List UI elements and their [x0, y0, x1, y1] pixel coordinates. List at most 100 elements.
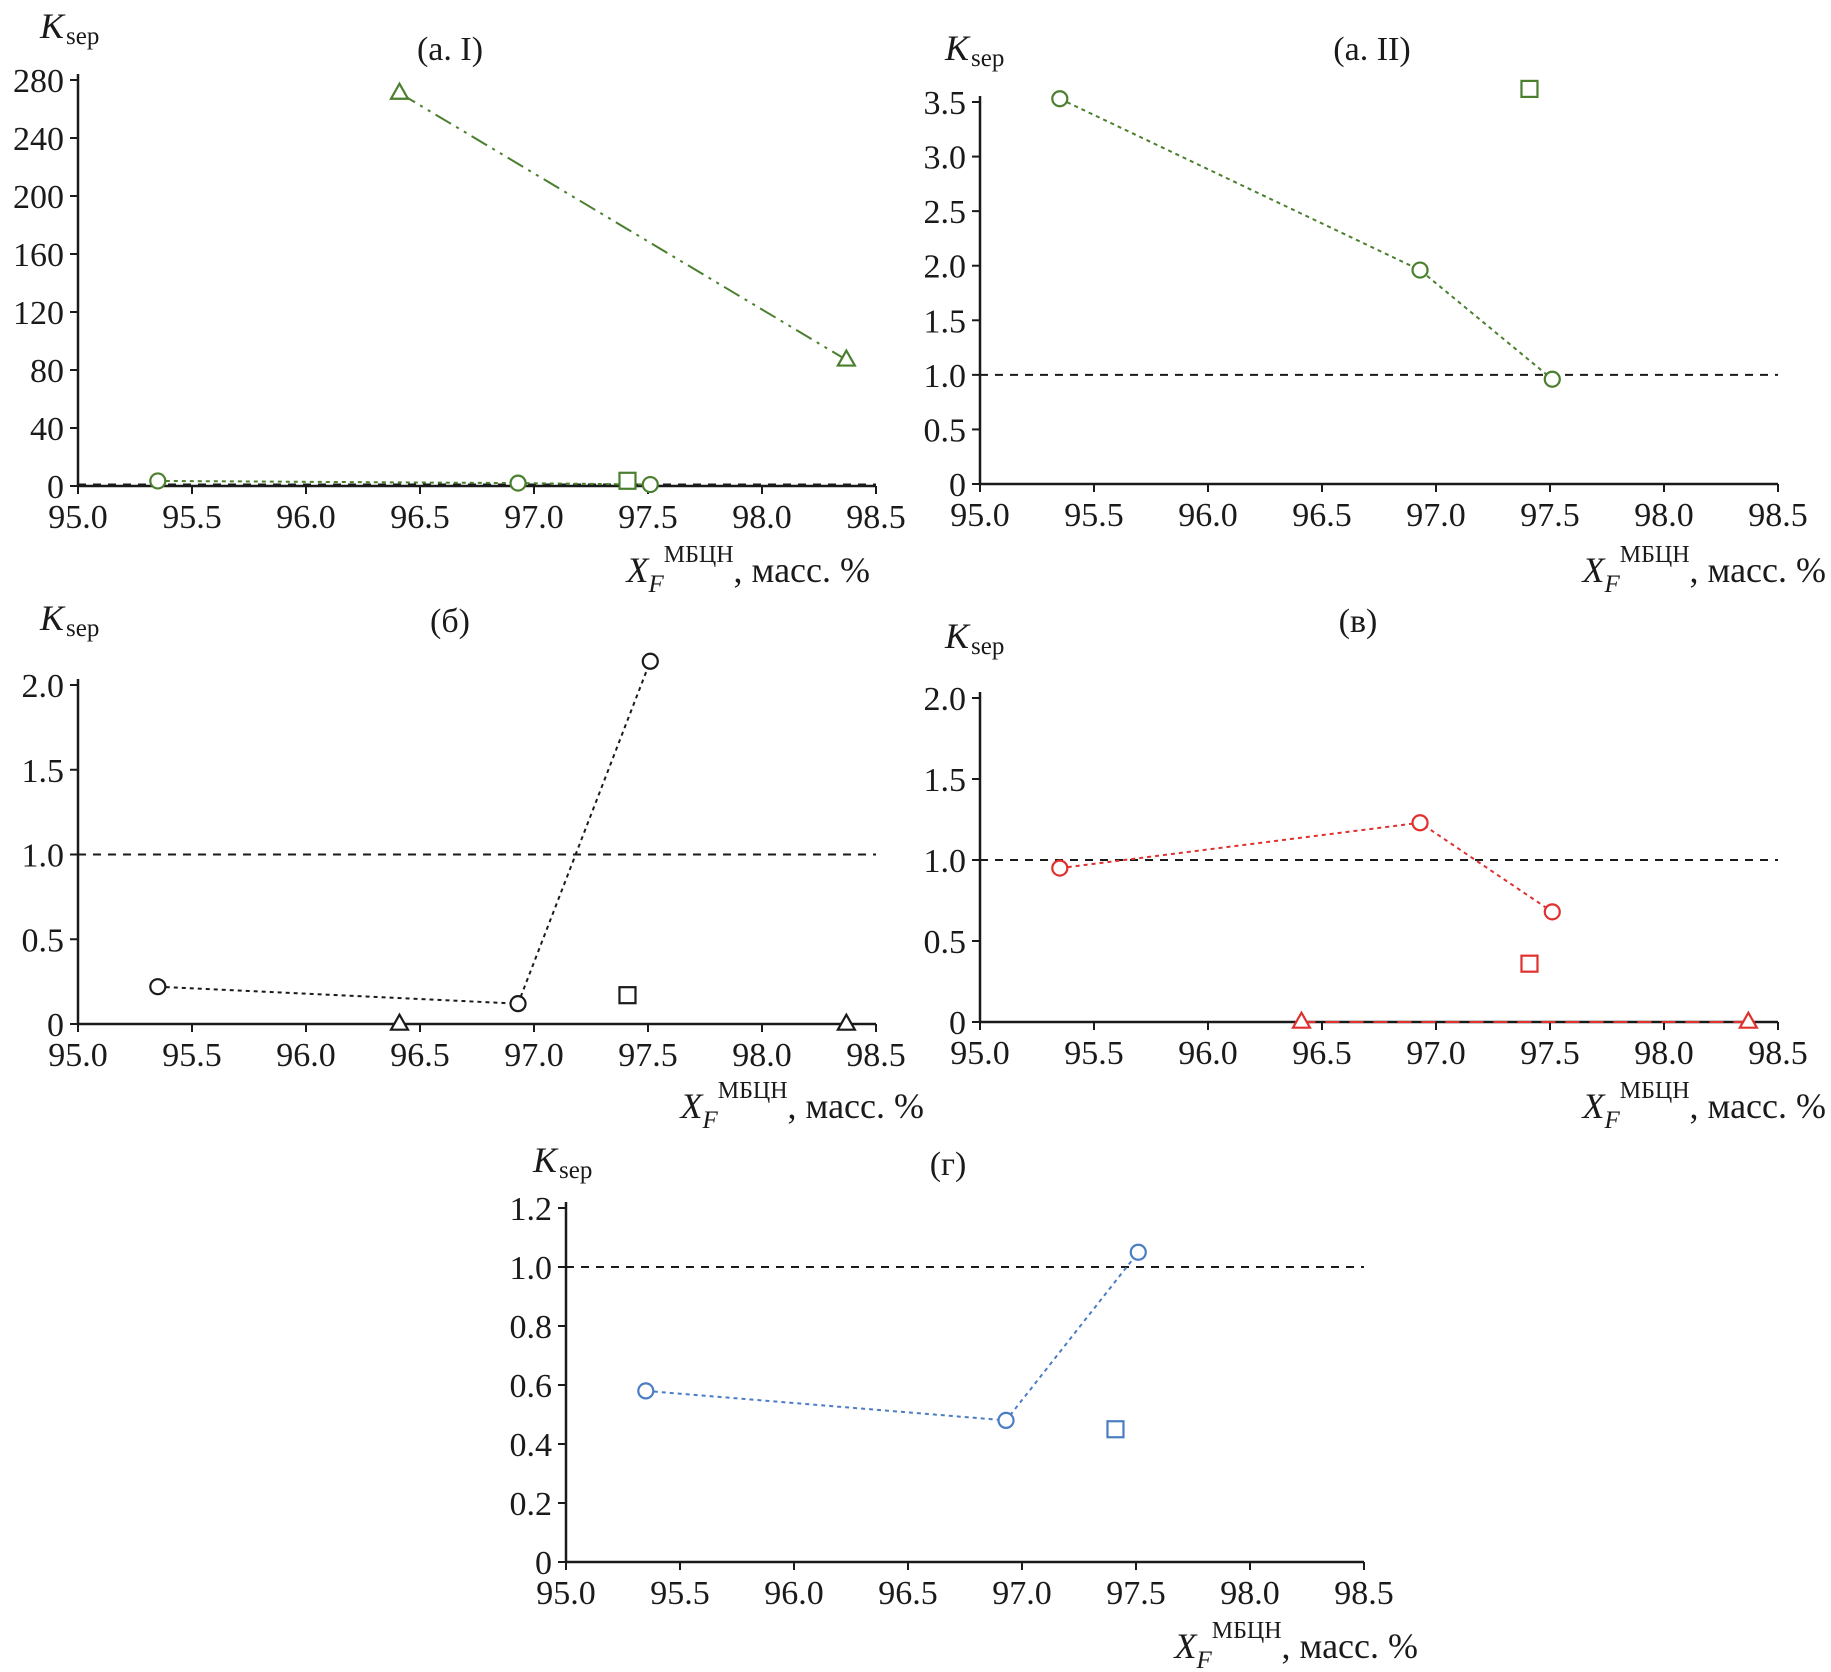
x-tick-label: 97.5 [1106, 1575, 1166, 1612]
data-point-square [1520, 79, 1539, 99]
y-tick-label: 240 [13, 121, 64, 158]
y-tick-label: 0.5 [924, 412, 967, 449]
data-point-circle [509, 995, 527, 1013]
data-point-triangle [835, 348, 857, 367]
series-line-circle [1059, 97, 1553, 380]
y-tick-label: 160 [13, 237, 64, 274]
y-tick-label: 1.5 [924, 762, 967, 799]
y-tick-label: 0 [47, 469, 64, 506]
x-tick-label: 96.5 [1292, 497, 1352, 534]
panel-label: (б) [430, 603, 470, 640]
x-tick-label: 95.0 [536, 1575, 596, 1612]
data-point-triangle [1737, 1010, 1759, 1029]
data-point-square [618, 471, 637, 490]
chart-panel-b: (б) Ksep XFМБЦН, масс. % 95.0 95.5 96.0 96.… [22, 598, 925, 1134]
y-tick-label: 120 [13, 295, 64, 332]
x-tick-label: 98.0 [732, 1037, 792, 1074]
data-point-circle [1051, 859, 1069, 877]
x-axis-label: XFМБЦН, масс. % [624, 542, 870, 598]
y-tick-label: 1.0 [924, 358, 967, 395]
x-tick-label: 98.0 [1220, 1575, 1280, 1612]
panel-label: (a. II) [1333, 31, 1410, 68]
x-tick-label: 98.0 [1634, 1035, 1694, 1072]
x-tick-label: 95.0 [950, 497, 1010, 534]
x-tick-label: 95.5 [1064, 1035, 1124, 1072]
y-tick-label: 2.0 [924, 681, 967, 718]
data-point-square [1106, 1420, 1125, 1439]
data-point-circle [509, 474, 527, 492]
data-point-circle [149, 978, 167, 996]
x-tick-label: 95.0 [950, 1035, 1010, 1072]
y-axis-label: Ksep [39, 6, 99, 50]
x-tick-label: 95.5 [162, 1037, 222, 1074]
x-axis-label: XFМБЦН, масс. % [1580, 1078, 1826, 1134]
data-point-circle [997, 1411, 1015, 1430]
chart-panel-a-I: (a. I) Ksep XFМБЦН, масс. % 95.0 95.5 96.0… [13, 6, 906, 598]
chart-panel-a-II: (a. II) Ksep XFМБЦН, масс. % 95.0 95.5 96.… [924, 28, 1827, 598]
x-tick-label: 96.5 [390, 1037, 450, 1074]
data-point-circle [637, 1382, 655, 1400]
x-tick-label: 97.0 [1406, 497, 1466, 534]
data-point-circle [1411, 814, 1429, 832]
data-point-circle [1129, 1243, 1147, 1261]
x-tick-label: 96.0 [1178, 1035, 1238, 1072]
x-tick-label: 96.0 [764, 1575, 824, 1612]
x-tick-label: 98.0 [1634, 497, 1694, 534]
y-tick-label: 1.0 [510, 1250, 553, 1287]
x-tick-label: 96.5 [878, 1575, 938, 1612]
x-tick-label: 98.5 [846, 499, 906, 536]
x-tick-label: 97.5 [618, 499, 678, 536]
series-line-circle [157, 660, 652, 1005]
x-tick-label: 95.5 [162, 499, 222, 536]
x-tick-label: 95.0 [48, 1037, 108, 1074]
x-tick-label: 96.0 [1178, 497, 1238, 534]
x-tick-label: 96.0 [276, 1037, 336, 1074]
y-tick-label: 0 [47, 1007, 64, 1044]
x-tick-label: 95.5 [650, 1575, 710, 1612]
data-point-circle [1543, 370, 1561, 388]
x-tick-label: 97.0 [1406, 1035, 1466, 1072]
panel-label: (в) [1339, 603, 1378, 640]
y-axis-label: Ksep [944, 616, 1004, 660]
y-tick-label: 1.0 [924, 843, 967, 880]
series-line-circle [1059, 821, 1553, 913]
x-tick-label: 98.0 [732, 499, 792, 536]
y-axis-label: Ksep [39, 598, 99, 642]
y-tick-label: 0.5 [22, 922, 65, 959]
chart-panel-g: (г) Ksep XFМБЦН, масс. % 95.0 95.5 96.0 96.… [510, 1140, 1419, 1672]
data-point-square [618, 986, 637, 1005]
data-point-circle [1543, 903, 1561, 921]
y-tick-label: 0.4 [510, 1427, 553, 1464]
data-point-circle [641, 652, 659, 670]
panel-label: (г) [930, 1146, 967, 1183]
series-line-circle [645, 1251, 1140, 1422]
data-point-circle [1051, 90, 1069, 108]
y-tick-label: 1.2 [510, 1191, 553, 1228]
x-tick-label: 96.5 [1292, 1035, 1352, 1072]
x-tick-label: 96.0 [276, 499, 336, 536]
y-tick-label: 0 [949, 467, 966, 504]
data-point-circle [149, 472, 167, 490]
x-tick-label: 98.5 [1748, 497, 1808, 534]
y-tick-label: 0.5 [924, 924, 967, 961]
x-tick-label: 98.5 [1334, 1575, 1394, 1612]
x-tick-label: 97.0 [992, 1575, 1052, 1612]
data-point-circle [1411, 261, 1429, 279]
data-point-triangle [389, 81, 410, 100]
y-tick-label: 2.5 [924, 194, 967, 231]
x-tick-label: 97.5 [1520, 497, 1580, 534]
x-tick-label: 95.0 [48, 499, 108, 536]
x-tick-label: 98.5 [846, 1037, 906, 1074]
y-tick-label: 1.0 [22, 838, 65, 875]
y-axis-label: Ksep [944, 28, 1004, 72]
x-axis-label: XFМБЦН, масс. % [1580, 542, 1826, 598]
x-tick-label: 95.5 [1064, 497, 1124, 534]
y-tick-label: 0.6 [510, 1368, 553, 1405]
data-point-square [1520, 954, 1539, 973]
x-axis-label: XFМБЦН, масс. % [678, 1078, 924, 1134]
y-tick-label: 1.5 [924, 303, 967, 340]
chart-panel-v: (в) Ksep XFМБЦН, масс. % 95.0 95.5 96.0 96.… [924, 603, 1827, 1134]
y-tick-label: 3.5 [924, 85, 967, 122]
data-point-triangle [389, 1012, 410, 1031]
